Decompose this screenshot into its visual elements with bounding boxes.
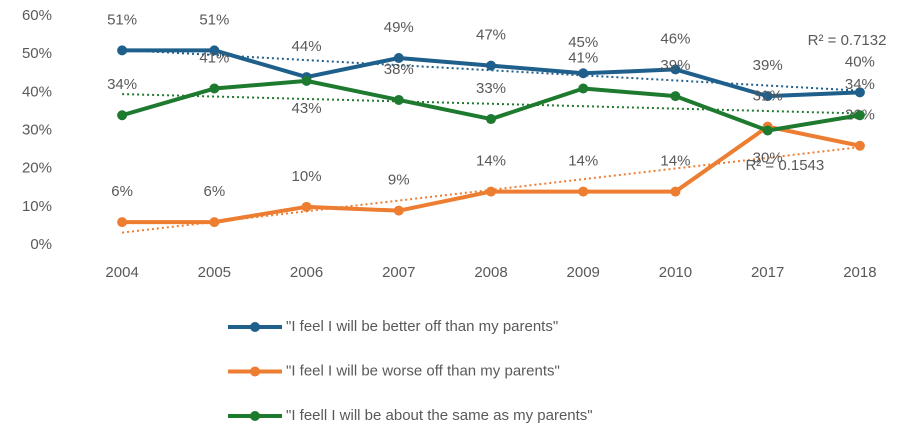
x-tick-label: 2004 [105,264,138,281]
data-label: 40% [845,53,875,70]
data-label: 51% [199,11,229,28]
data-label: 47% [476,27,506,44]
marker [670,186,681,197]
r-squared-label: R² = 0.7132 [808,32,887,49]
data-label: 6% [203,183,225,200]
x-tick-label: 2008 [474,264,507,281]
legend-label: "I feell I will be about the same as my … [286,407,593,424]
data-label: 49% [384,19,414,36]
marker [762,125,773,136]
trendline [122,93,860,115]
x-tick-label: 2006 [290,264,323,281]
marker [578,186,589,197]
y-tick-label: 60% [22,7,52,24]
data-label: 14% [476,153,506,170]
data-label: 44% [292,38,322,55]
marker [486,114,496,125]
marker [117,45,128,56]
marker [393,94,404,105]
data-label: 30% [753,149,783,166]
x-tick-label: 2005 [198,264,231,281]
y-tick-label: 0% [30,236,52,253]
data-label: 41% [199,49,229,66]
data-label: 14% [568,153,598,170]
data-label: 45% [568,34,598,51]
marker [393,52,404,63]
marker [393,205,404,216]
marker [578,83,589,94]
data-label: 46% [660,30,690,47]
marker [854,87,865,98]
marker [854,140,865,151]
data-label: 34% [107,76,137,93]
x-tick-label: 2018 [843,264,876,281]
legend-marker [250,411,260,421]
x-tick-label: 2007 [382,264,415,281]
data-label: 39% [753,57,783,74]
marker [209,45,220,56]
marker [209,217,220,228]
legend-label: "I feel I will be better off than my par… [286,318,558,335]
data-label: 38% [384,61,414,78]
data-label: 51% [107,11,137,28]
data-label: 43% [292,100,322,117]
data-label: 41% [568,49,598,66]
legend-marker [250,366,260,377]
series-line [122,124,861,225]
data-label: 33% [476,80,506,97]
marker [854,110,865,121]
x-tick-label: 2010 [659,264,692,281]
legend-label: "I feel I will be worse off than my pare… [286,362,560,379]
x-tick-label: 2009 [567,264,600,281]
y-tick-label: 50% [22,45,52,62]
marker [209,83,220,94]
y-tick-label: 10% [22,198,52,215]
marker [670,64,681,75]
trendline [122,48,860,92]
r-squared-label: R² = 0.1543 [745,157,824,174]
marker [301,75,312,86]
data-label: 14% [660,153,690,170]
data-label: 34% [845,76,875,93]
x-tick-label: 2017 [751,264,784,281]
marker [762,91,773,102]
marker [486,60,496,71]
y-tick-label: 30% [22,121,52,138]
data-label: 10% [292,168,322,185]
y-tick-label: 40% [22,83,52,100]
marker [578,68,589,79]
data-label: 9% [388,172,410,189]
data-label: 39% [660,57,690,74]
marker [301,201,312,212]
data-label: 31% [753,88,783,105]
data-label: 6% [111,183,133,200]
legend-marker [250,322,260,332]
y-tick-label: 20% [22,160,52,177]
marker [117,217,128,228]
marker [117,110,128,121]
marker [486,186,496,197]
marker [670,91,681,102]
